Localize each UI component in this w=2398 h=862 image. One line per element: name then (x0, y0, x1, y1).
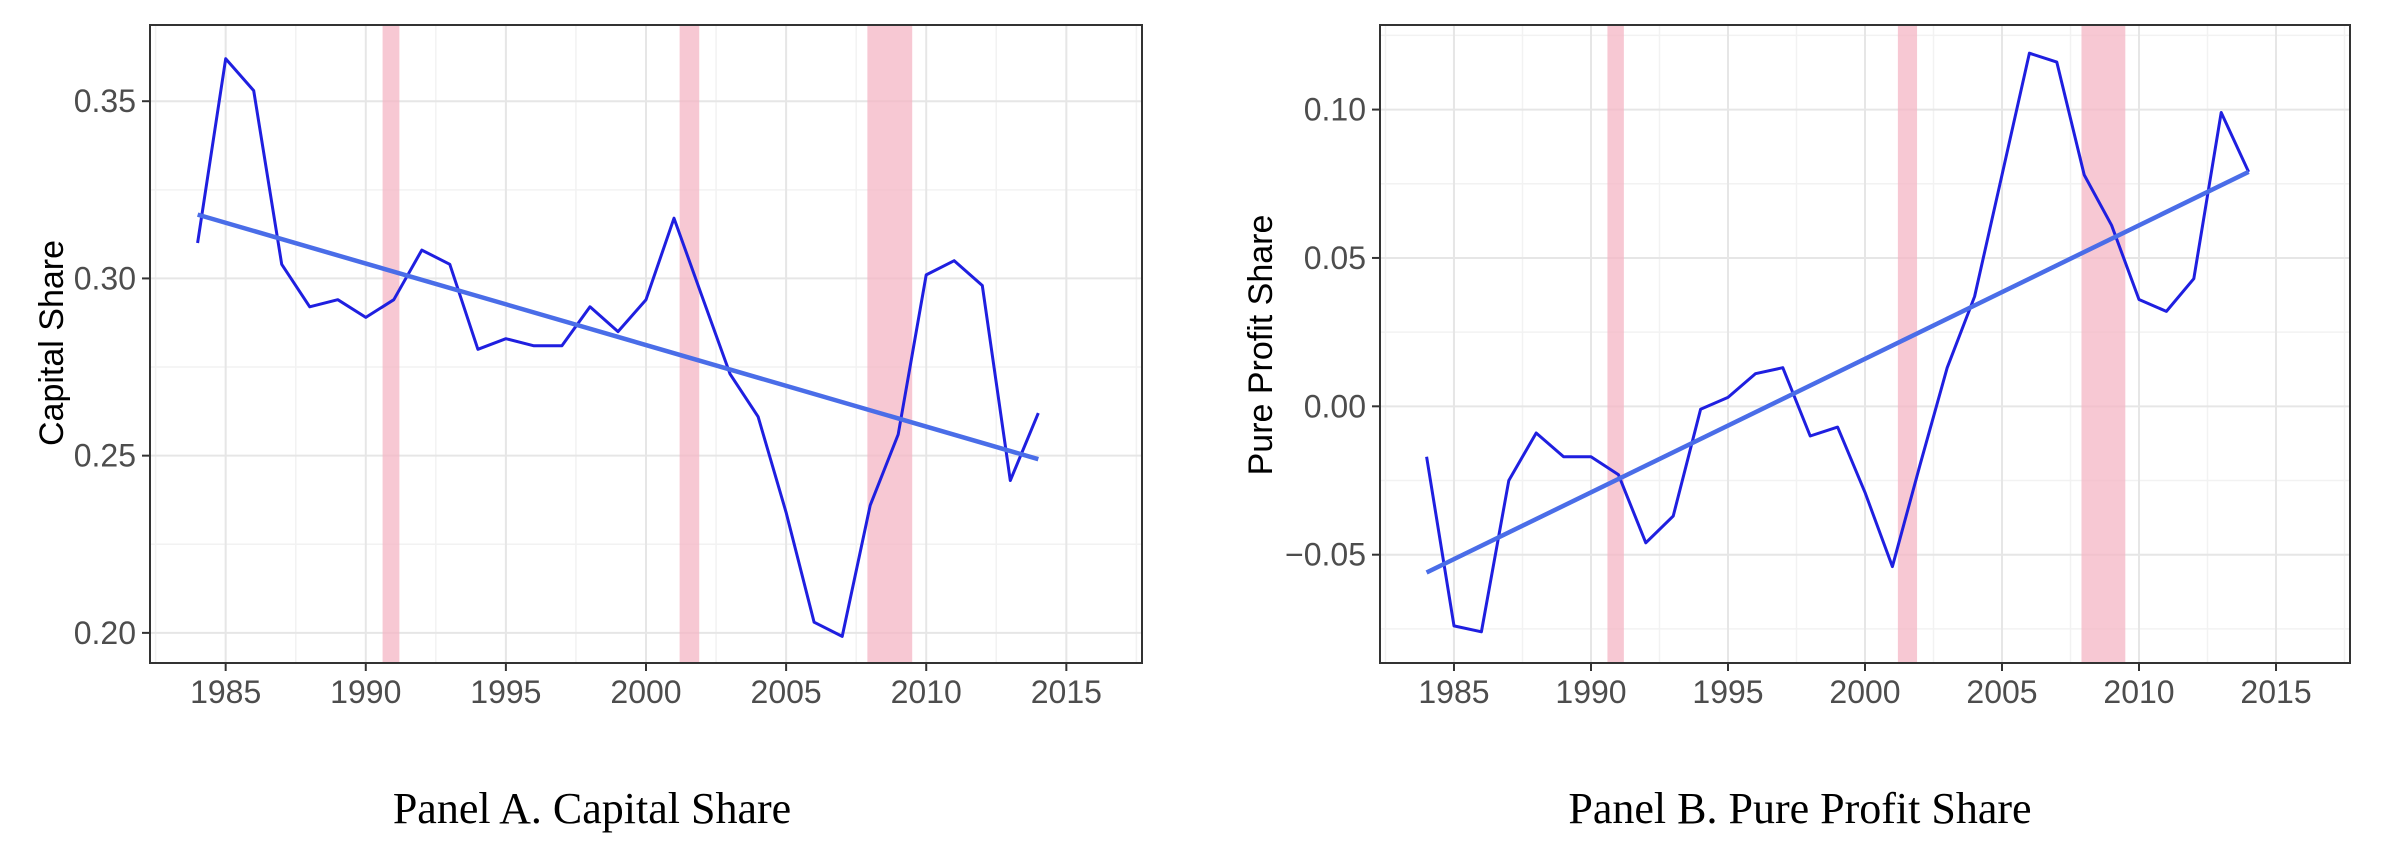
panel-b-trend-line (1425, 169, 2250, 575)
panel-a-x-tick-label: 2010 (891, 674, 962, 710)
panel-b-x-tick-label: 2010 (2103, 674, 2174, 710)
panel-b-caption: Panel B. Pure Profit Share (1568, 784, 2031, 833)
panel-b-series-line (1425, 51, 2250, 634)
panel-b-y-tick-label: 0.00 (1304, 388, 1366, 424)
panel-b-y-tick-label: −0.05 (1285, 537, 1366, 573)
panel-a-y-axis-label: Capital Share (33, 240, 71, 446)
panel-a-x-tick-label: 2005 (751, 674, 822, 710)
panel-b-recession-band (1607, 25, 1624, 663)
panel-b-x-tick-label: 1995 (1692, 674, 1763, 710)
panel-a-y-tick-label: 0.25 (74, 438, 136, 474)
panel-b-x-tick-label: 1985 (1418, 674, 1489, 710)
panel-a-x-tick-label: 1990 (330, 674, 401, 710)
panel-b-y-axis-label: Pure Profit Share (1242, 215, 1280, 476)
panel-b-recession-band (2081, 25, 2126, 663)
panel-a-x-tick-label: 2015 (1031, 674, 1102, 710)
panel-b-recession-band (1897, 25, 1918, 663)
panel-b-pure-profit-share: 1985 1990 1995 2000 2005 2010 2015 −0.05 0.00 0.0… (1242, 24, 2351, 833)
panel-b-y-tick-label: 0.05 (1304, 240, 1366, 276)
panel-a-y-tick-label: 0.30 (74, 260, 136, 296)
panel-a-y-tick-label: 0.35 (74, 83, 136, 119)
panel-b-x-tick-label: 2005 (1966, 674, 2037, 710)
panel-b-y-tick-label: 0.10 (1304, 92, 1366, 128)
panel-a-capital-share: 1985 1990 1995 2000 2005 2010 2015 0.20 0.25 0.30… (33, 24, 1143, 833)
panel-a-caption: Panel A. Capital Share (393, 784, 791, 833)
panel-a-y-tick-label: 0.20 (74, 615, 136, 651)
panel-a-recession-band (867, 25, 913, 663)
panel-b-x-tick-label: 1990 (1555, 674, 1626, 710)
panel-a-trend-line (197, 212, 1039, 462)
panel-b-x-tick-label: 2015 (2240, 674, 2311, 710)
panel-a-x-tick-label: 1995 (470, 674, 541, 710)
panel-a-recession-band (679, 25, 700, 663)
panel-b-x-tick-label: 2000 (1829, 674, 1900, 710)
panel-a-x-tick-label: 1985 (190, 674, 261, 710)
panel-a-x-tick-label: 2000 (610, 674, 681, 710)
panel-a-series-line (196, 57, 1040, 638)
panel-a-recession-band (382, 25, 400, 663)
